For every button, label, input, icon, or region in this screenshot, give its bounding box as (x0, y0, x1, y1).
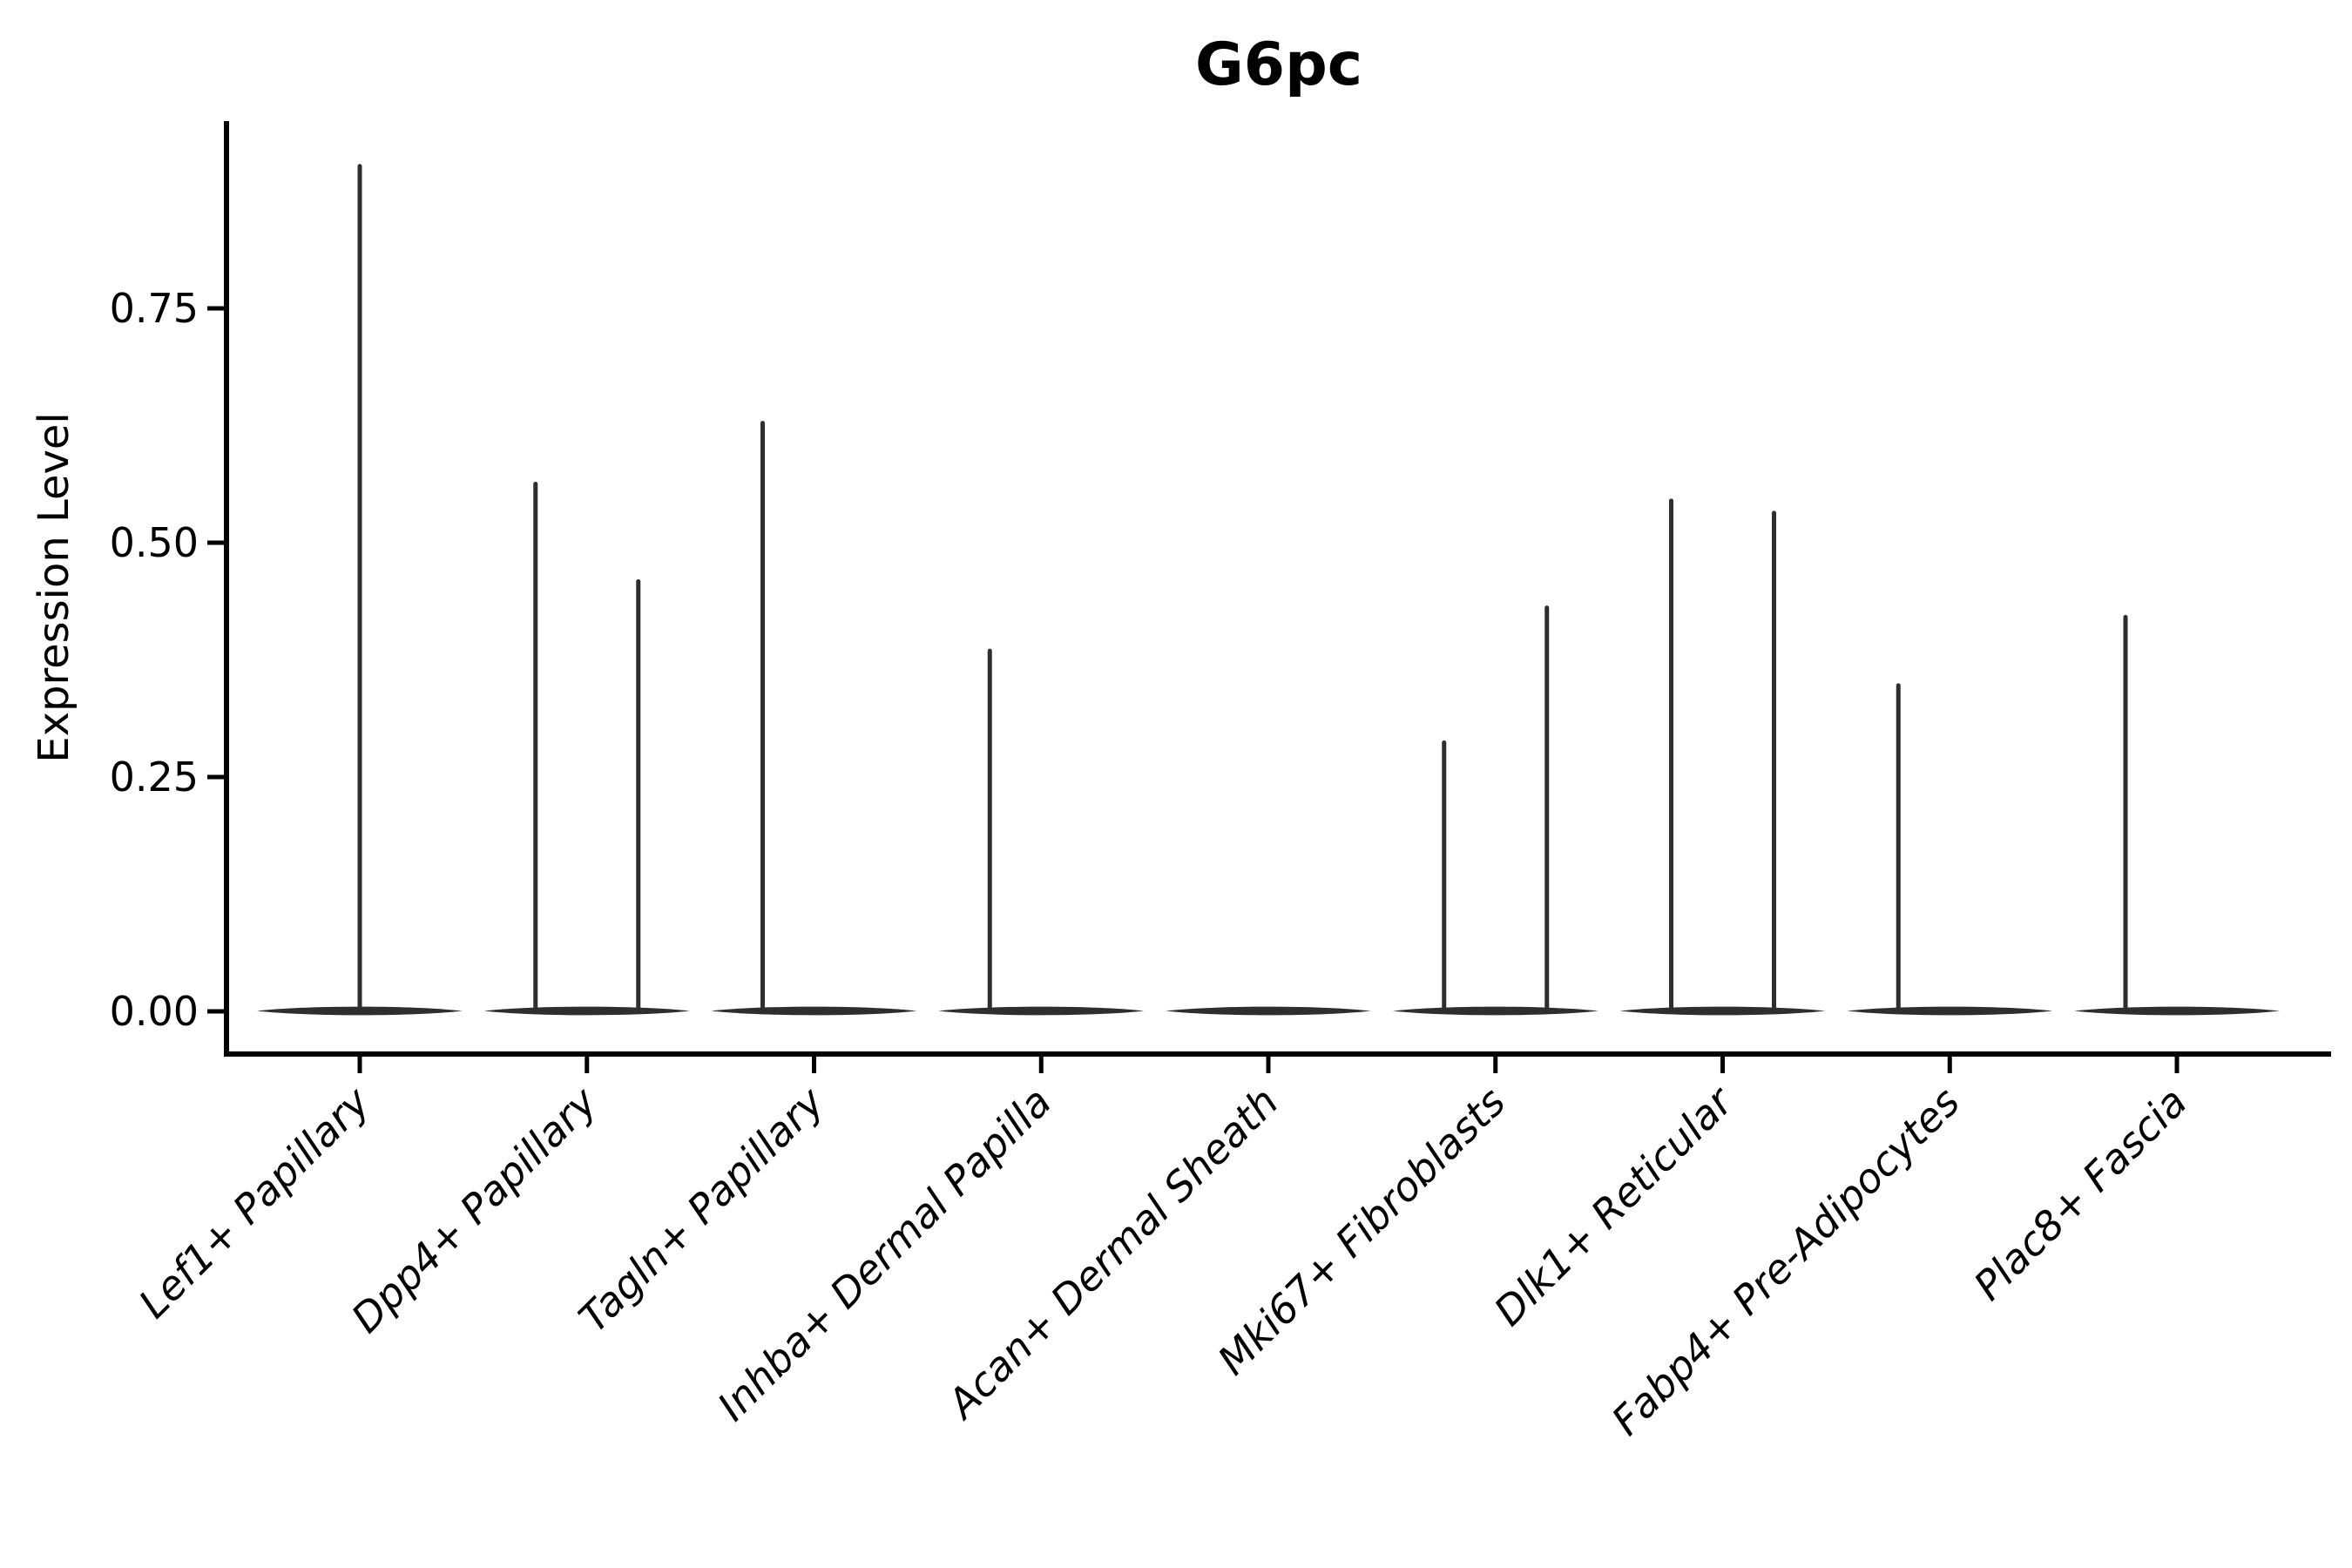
chart-title: G6pc (1195, 30, 1362, 99)
violin-spike (1896, 683, 1901, 1013)
violin-spike (2123, 614, 2128, 1013)
violin-spike (636, 578, 641, 1013)
y-tick-label: 0.25 (110, 754, 199, 801)
violin-spike (1544, 605, 1550, 1013)
violin-spike (760, 421, 765, 1013)
y-tick-label: 0.00 (110, 988, 199, 1035)
violin-spike (1442, 740, 1447, 1013)
violin-baseline (1166, 1006, 1371, 1016)
violin-spike (357, 164, 362, 1013)
violin-spike (987, 648, 992, 1013)
violin-spike (1772, 510, 1776, 1013)
violin-spike (533, 482, 538, 1013)
y-tick-label: 0.50 (110, 519, 199, 566)
y-axis-title: Expression Level (30, 412, 78, 763)
y-tick-label: 0.75 (110, 285, 199, 332)
violin-spike (1669, 498, 1673, 1013)
